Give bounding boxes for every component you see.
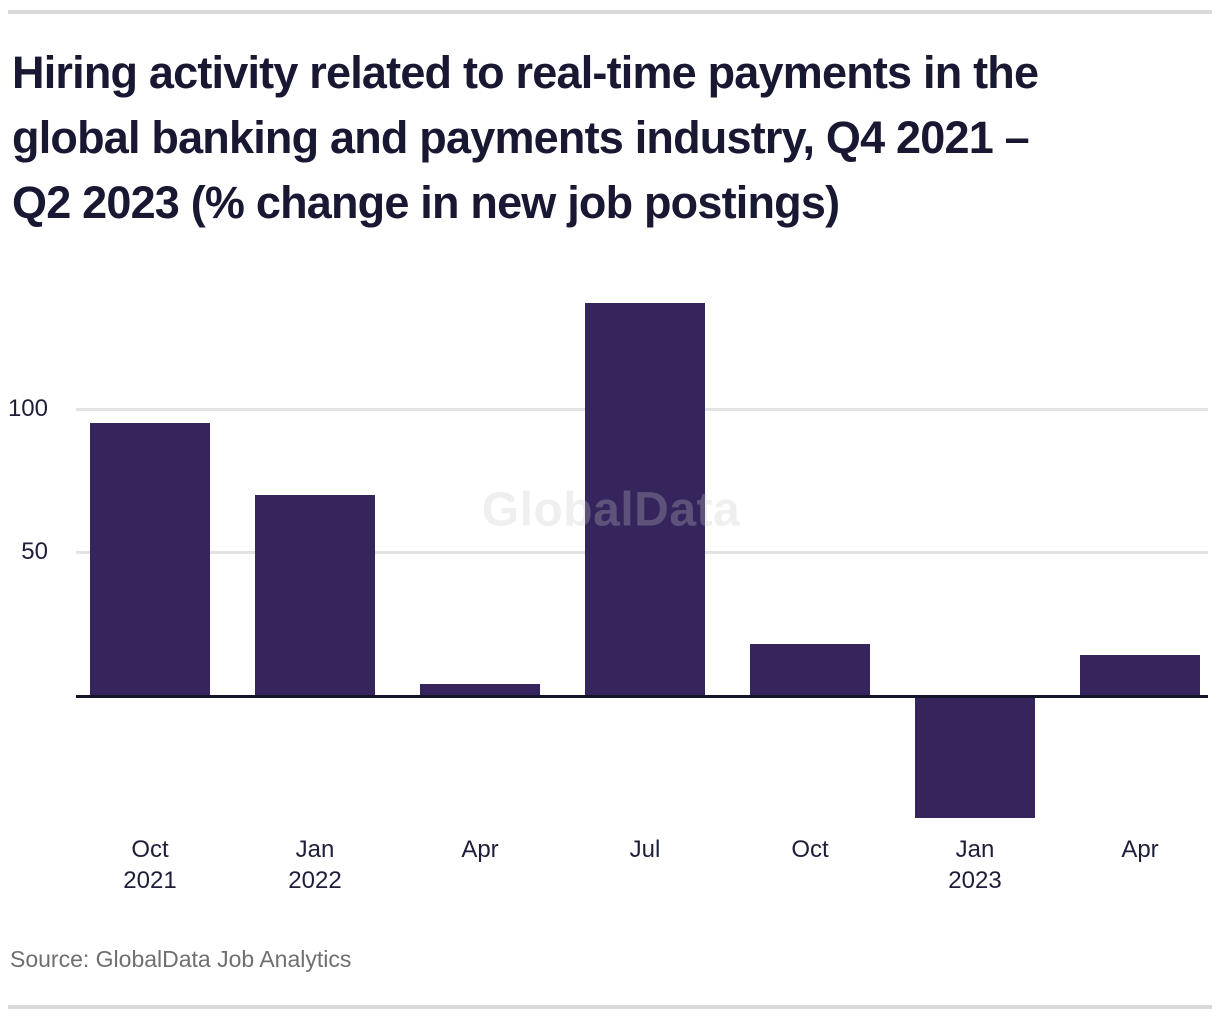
x-tick-line: Jan: [295, 836, 335, 863]
x-tick-label-jul-2022: Jul: [570, 834, 720, 865]
x-tick-label-jan-2022: Jan 2022: [240, 834, 390, 896]
y-tick-label-100: 100: [7, 395, 48, 422]
x-tick-label-jan-2023: Jan 2023: [900, 834, 1050, 896]
zero-axis-line: [76, 695, 1208, 698]
watermark-text: GlobalData: [481, 483, 741, 537]
title-line-2: global banking and payments industry, Q4…: [12, 112, 1030, 163]
bar-oct-2022: [750, 643, 870, 695]
bar-jan-2022: [255, 494, 375, 695]
top-divider: [8, 10, 1212, 14]
x-tick-line: Jan: [955, 836, 995, 863]
bar-jan-2023: [915, 695, 1035, 818]
x-tick-label-oct-2021: Oct 2021: [75, 834, 225, 896]
x-tick-label-oct-2022: Oct: [735, 834, 885, 865]
bar-apr-2023: [1080, 654, 1200, 695]
x-tick-line: Oct: [791, 836, 829, 863]
x-tick-line: Apr: [461, 836, 499, 863]
y-tick-label-50: 50: [21, 538, 48, 565]
title-line-3: Q2 2023 (% change in new job postings): [12, 177, 840, 228]
x-tick-label-apr-2022: Apr: [405, 834, 555, 865]
title-line-1: Hiring activity related to real-time pay…: [12, 47, 1039, 98]
x-tick-line: 2023: [948, 867, 1002, 894]
bar-apr-2022: [420, 683, 540, 695]
x-tick-label-apr-2023: Apr: [1065, 834, 1215, 865]
x-tick-line: Jul: [629, 836, 661, 863]
x-tick-line: 2021: [123, 867, 177, 894]
bar-jul-2022: [585, 303, 705, 695]
x-tick-line: Apr: [1121, 836, 1159, 863]
source-note: Source: GlobalData Job Analytics: [10, 946, 352, 972]
bar-oct-2021: [90, 423, 210, 695]
x-tick-line: 2022: [288, 867, 342, 894]
chart-title: Hiring activity related to real-time pay…: [12, 40, 1039, 235]
bottom-divider: [8, 1005, 1212, 1009]
x-tick-line: Oct: [131, 836, 169, 863]
